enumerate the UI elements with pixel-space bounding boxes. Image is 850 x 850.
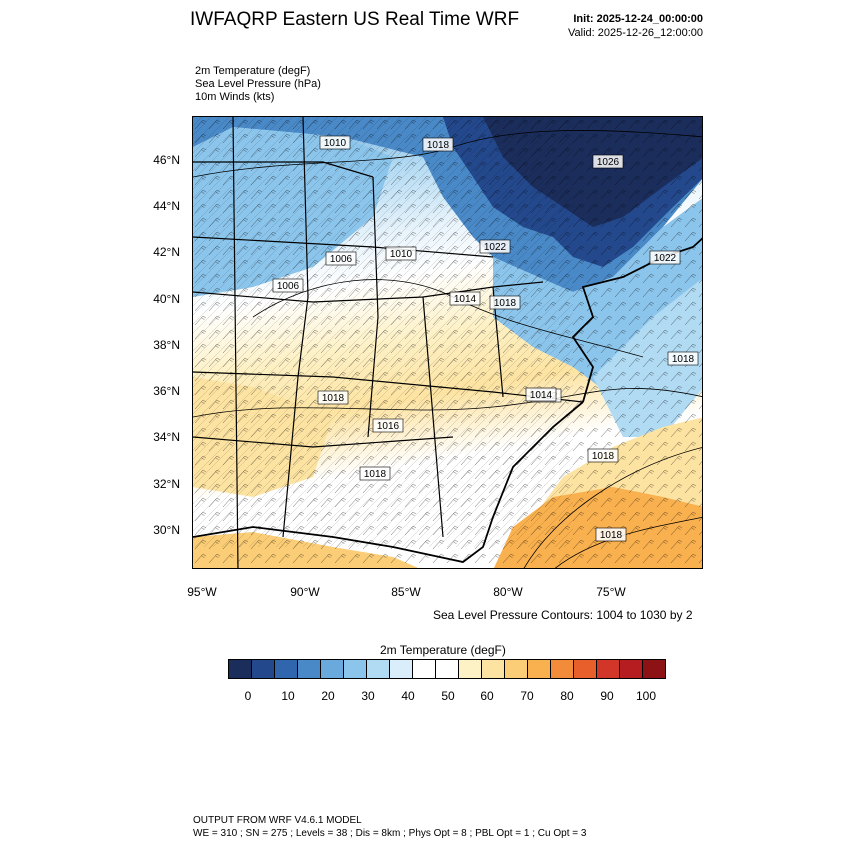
svg-text:1010: 1010: [324, 138, 347, 149]
svg-text:1022: 1022: [484, 242, 507, 253]
lat-label: 44°N: [153, 199, 180, 213]
colorbar-label: 100: [635, 689, 657, 703]
svg-text:1018: 1018: [494, 298, 517, 309]
colorbar-cell: [413, 660, 436, 678]
svg-text:1006: 1006: [277, 281, 300, 292]
pressure-label: 1016: [372, 418, 404, 433]
colorbar-title: 2m Temperature (degF): [380, 643, 506, 657]
pressure-label: 1018: [595, 527, 627, 542]
colorbar-cell: [321, 660, 344, 678]
footer-model: OUTPUT FROM WRF V4.6.1 MODEL: [193, 815, 362, 826]
colorbar-cell: [643, 660, 665, 678]
svg-text:1014: 1014: [530, 390, 553, 401]
svg-text:1018: 1018: [322, 393, 345, 404]
colorbar-cell: [620, 660, 643, 678]
colorbar-cell: [344, 660, 367, 678]
svg-text:1026: 1026: [597, 157, 620, 168]
pressure-label: 1014: [525, 387, 557, 402]
lat-label: 42°N: [153, 245, 180, 259]
colorbar-label: 80: [560, 689, 574, 703]
lat-label: 30°N: [153, 523, 180, 537]
colorbar-label: 90: [600, 689, 614, 703]
colorbar-label: 50: [441, 689, 455, 703]
svg-text:1018: 1018: [600, 530, 623, 541]
pressure-label: 1014: [449, 291, 481, 306]
colorbar-cell: [275, 660, 298, 678]
lat-label: 34°N: [153, 430, 180, 444]
colorbar-cell: [436, 660, 459, 678]
lat-label: 32°N: [153, 477, 180, 491]
svg-text:1018: 1018: [592, 451, 615, 462]
svg-text:1010: 1010: [390, 249, 413, 260]
colorbar-cell: [528, 660, 551, 678]
lon-label: 90°W: [290, 585, 320, 599]
colorbar-cell: [390, 660, 413, 678]
colorbar-cell: [298, 660, 321, 678]
pressure-label: 1018: [489, 295, 521, 310]
footer-config: WE = 310 ; SN = 275 ; Levels = 38 ; Dis …: [193, 828, 587, 839]
svg-text:1022: 1022: [654, 253, 677, 264]
pressure-label: 1010: [385, 246, 417, 261]
pressure-label: 1018: [359, 466, 391, 481]
field-label-pressure: Sea Level Pressure (hPa): [195, 78, 321, 90]
colorbar-cell: [551, 660, 574, 678]
colorbar-cell: [597, 660, 620, 678]
svg-text:1018: 1018: [672, 354, 695, 365]
colorbar-label: 0: [244, 689, 252, 703]
colorbar-cell: [367, 660, 390, 678]
svg-text:1014: 1014: [454, 294, 477, 305]
state-borders: [193, 117, 584, 568]
contours-note: Sea Level Pressure Contours: 1004 to 103…: [433, 608, 693, 622]
field-label-winds: 10m Winds (kts): [195, 91, 275, 103]
colorbar-cell: [229, 660, 252, 678]
colorbar-cell: [482, 660, 505, 678]
svg-text:1018: 1018: [427, 140, 450, 151]
svg-text:1018: 1018: [364, 469, 387, 480]
lon-label: 80°W: [493, 585, 523, 599]
valid-time: Valid: 2025-12-26_12:00:00: [568, 27, 703, 39]
colorbar-cell: [505, 660, 528, 678]
pressure-label: 1022: [649, 250, 681, 265]
pressure-label: 1026: [592, 154, 624, 169]
lat-label: 46°N: [153, 153, 180, 167]
svg-text:1006: 1006: [330, 254, 353, 265]
colorbar-label: 40: [401, 689, 415, 703]
pressure-label: 1006: [272, 278, 304, 293]
init-time: Init: 2025-12-24_00:00:00: [573, 13, 703, 25]
pressure-label: 1018: [422, 137, 454, 152]
pressure-labels: 1010 1018 1026 1006 1010 1022 1022 1006 1014 1018…: [272, 135, 699, 542]
lon-label: 75°W: [596, 585, 626, 599]
colorbar-label: 20: [321, 689, 335, 703]
lon-label: 95°W: [187, 585, 217, 599]
pressure-label: 1018: [667, 351, 699, 366]
lat-label: 36°N: [153, 384, 180, 398]
pressure-label: 1018: [317, 390, 349, 405]
weather-map: 1010 1018 1026 1006 1010 1022 1022 1006 1014 1018…: [192, 116, 703, 569]
svg-text:1016: 1016: [377, 421, 400, 432]
temperature-colorbar: [228, 659, 666, 679]
pressure-label: 1022: [479, 239, 511, 254]
county-lines: [193, 117, 573, 547]
colorbar-label: 10: [281, 689, 295, 703]
colorbar-cell: [252, 660, 275, 678]
pressure-label: 1010: [319, 135, 351, 150]
colorbar-cell: [459, 660, 482, 678]
lat-label: 40°N: [153, 292, 180, 306]
colorbar-label: 30: [361, 689, 375, 703]
pressure-label: 1018: [587, 448, 619, 463]
pressure-label: 1006: [325, 251, 357, 266]
coastline: [193, 237, 702, 563]
page-title: IWFAQRP Eastern US Real Time WRF: [190, 9, 520, 30]
colorbar-cell: [574, 660, 597, 678]
field-label-temperature: 2m Temperature (degF): [195, 65, 311, 77]
colorbar-label: 60: [480, 689, 494, 703]
lon-label: 85°W: [391, 585, 421, 599]
colorbar-label: 70: [520, 689, 534, 703]
lat-label: 38°N: [153, 338, 180, 352]
